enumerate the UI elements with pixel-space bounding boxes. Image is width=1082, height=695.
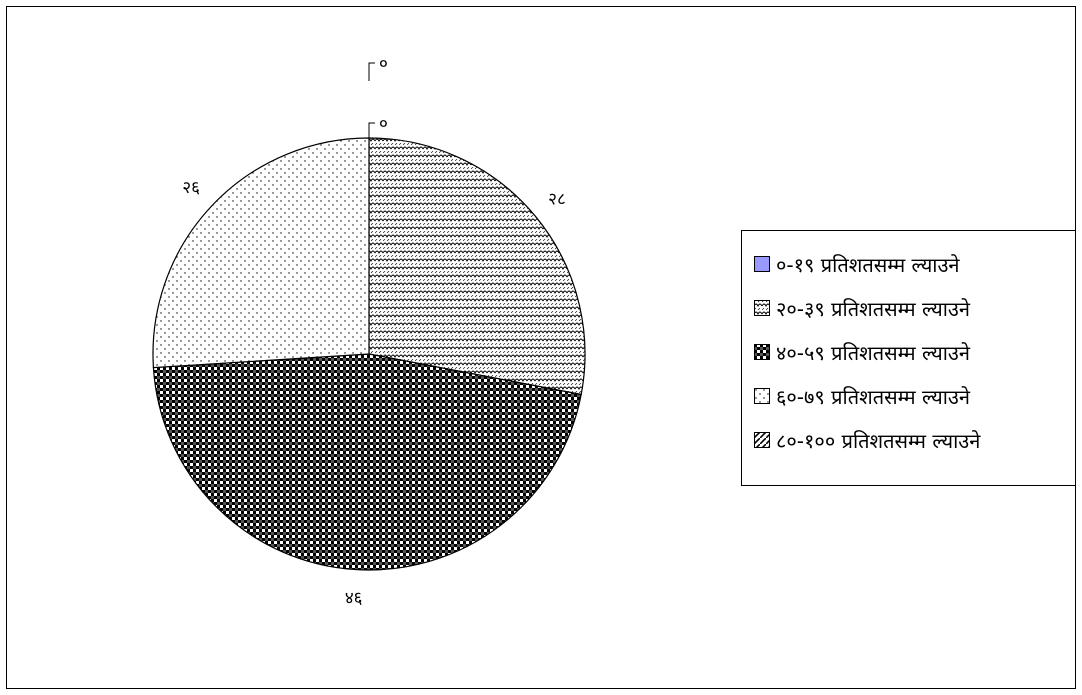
pie-slice [152,137,370,369]
chart-frame: ० २८ ४६ २६ ० ०-१९ प्रतिशतसम्म ल्याउने २०-३९ प… [6,6,1076,689]
legend-label: ६०-७९ प्रतिशतसम्म ल्याउने [776,384,970,409]
legend-label: ८०-१०० प्रतिशतसम्म ल्याउने [776,428,981,453]
legend-swatch [754,388,770,404]
legend-item: ६०-७९ प्रतिशतसम्म ल्याउने [754,379,970,413]
slice-labels: ० २८ ४६ २६ ० [182,54,566,609]
pie-slice [152,353,582,571]
legend-label: ०-१९ प्रतिशतसम्म ल्याउने [776,252,960,277]
pie-slice [368,137,586,396]
legend-item: ०-१९ प्रतिशतसम्म ल्याउने [754,247,960,281]
legend-item: ८०-१०० प्रतिशतसम्म ल्याउने [754,423,980,457]
legend-label: २०-३९ प्रतिशतसम्म ल्याउने [776,296,970,321]
label-leader-line [368,122,375,141]
legend-swatch [754,344,770,360]
pie-chart: ० २८ ४६ २६ ० [152,54,586,609]
pie-slices [152,137,586,571]
slice-data-label: ० [379,54,388,74]
legend-swatch [754,300,770,316]
legend-item: ४०-५९ प्रतिशतसम्म ल्याउने [754,335,970,369]
legend: ०-१९ प्रतिशतसम्म ल्याउने २०-३९ प्रतिशतसम्… [741,230,1076,486]
legend-item: २०-३९ प्रतिशतसम्म ल्याउने [754,291,970,325]
legend-label: ४०-५९ प्रतिशतसम्म ल्याउने [776,340,970,365]
label-leaders [368,62,375,141]
label-leader-line [368,62,375,81]
slice-data-label: ० [379,114,388,134]
slice-data-label: २८ [548,189,566,209]
slice-data-label: ४६ [345,589,363,609]
slice-data-label: २६ [182,178,200,198]
legend-swatch [754,432,770,448]
legend-swatch [754,256,770,272]
